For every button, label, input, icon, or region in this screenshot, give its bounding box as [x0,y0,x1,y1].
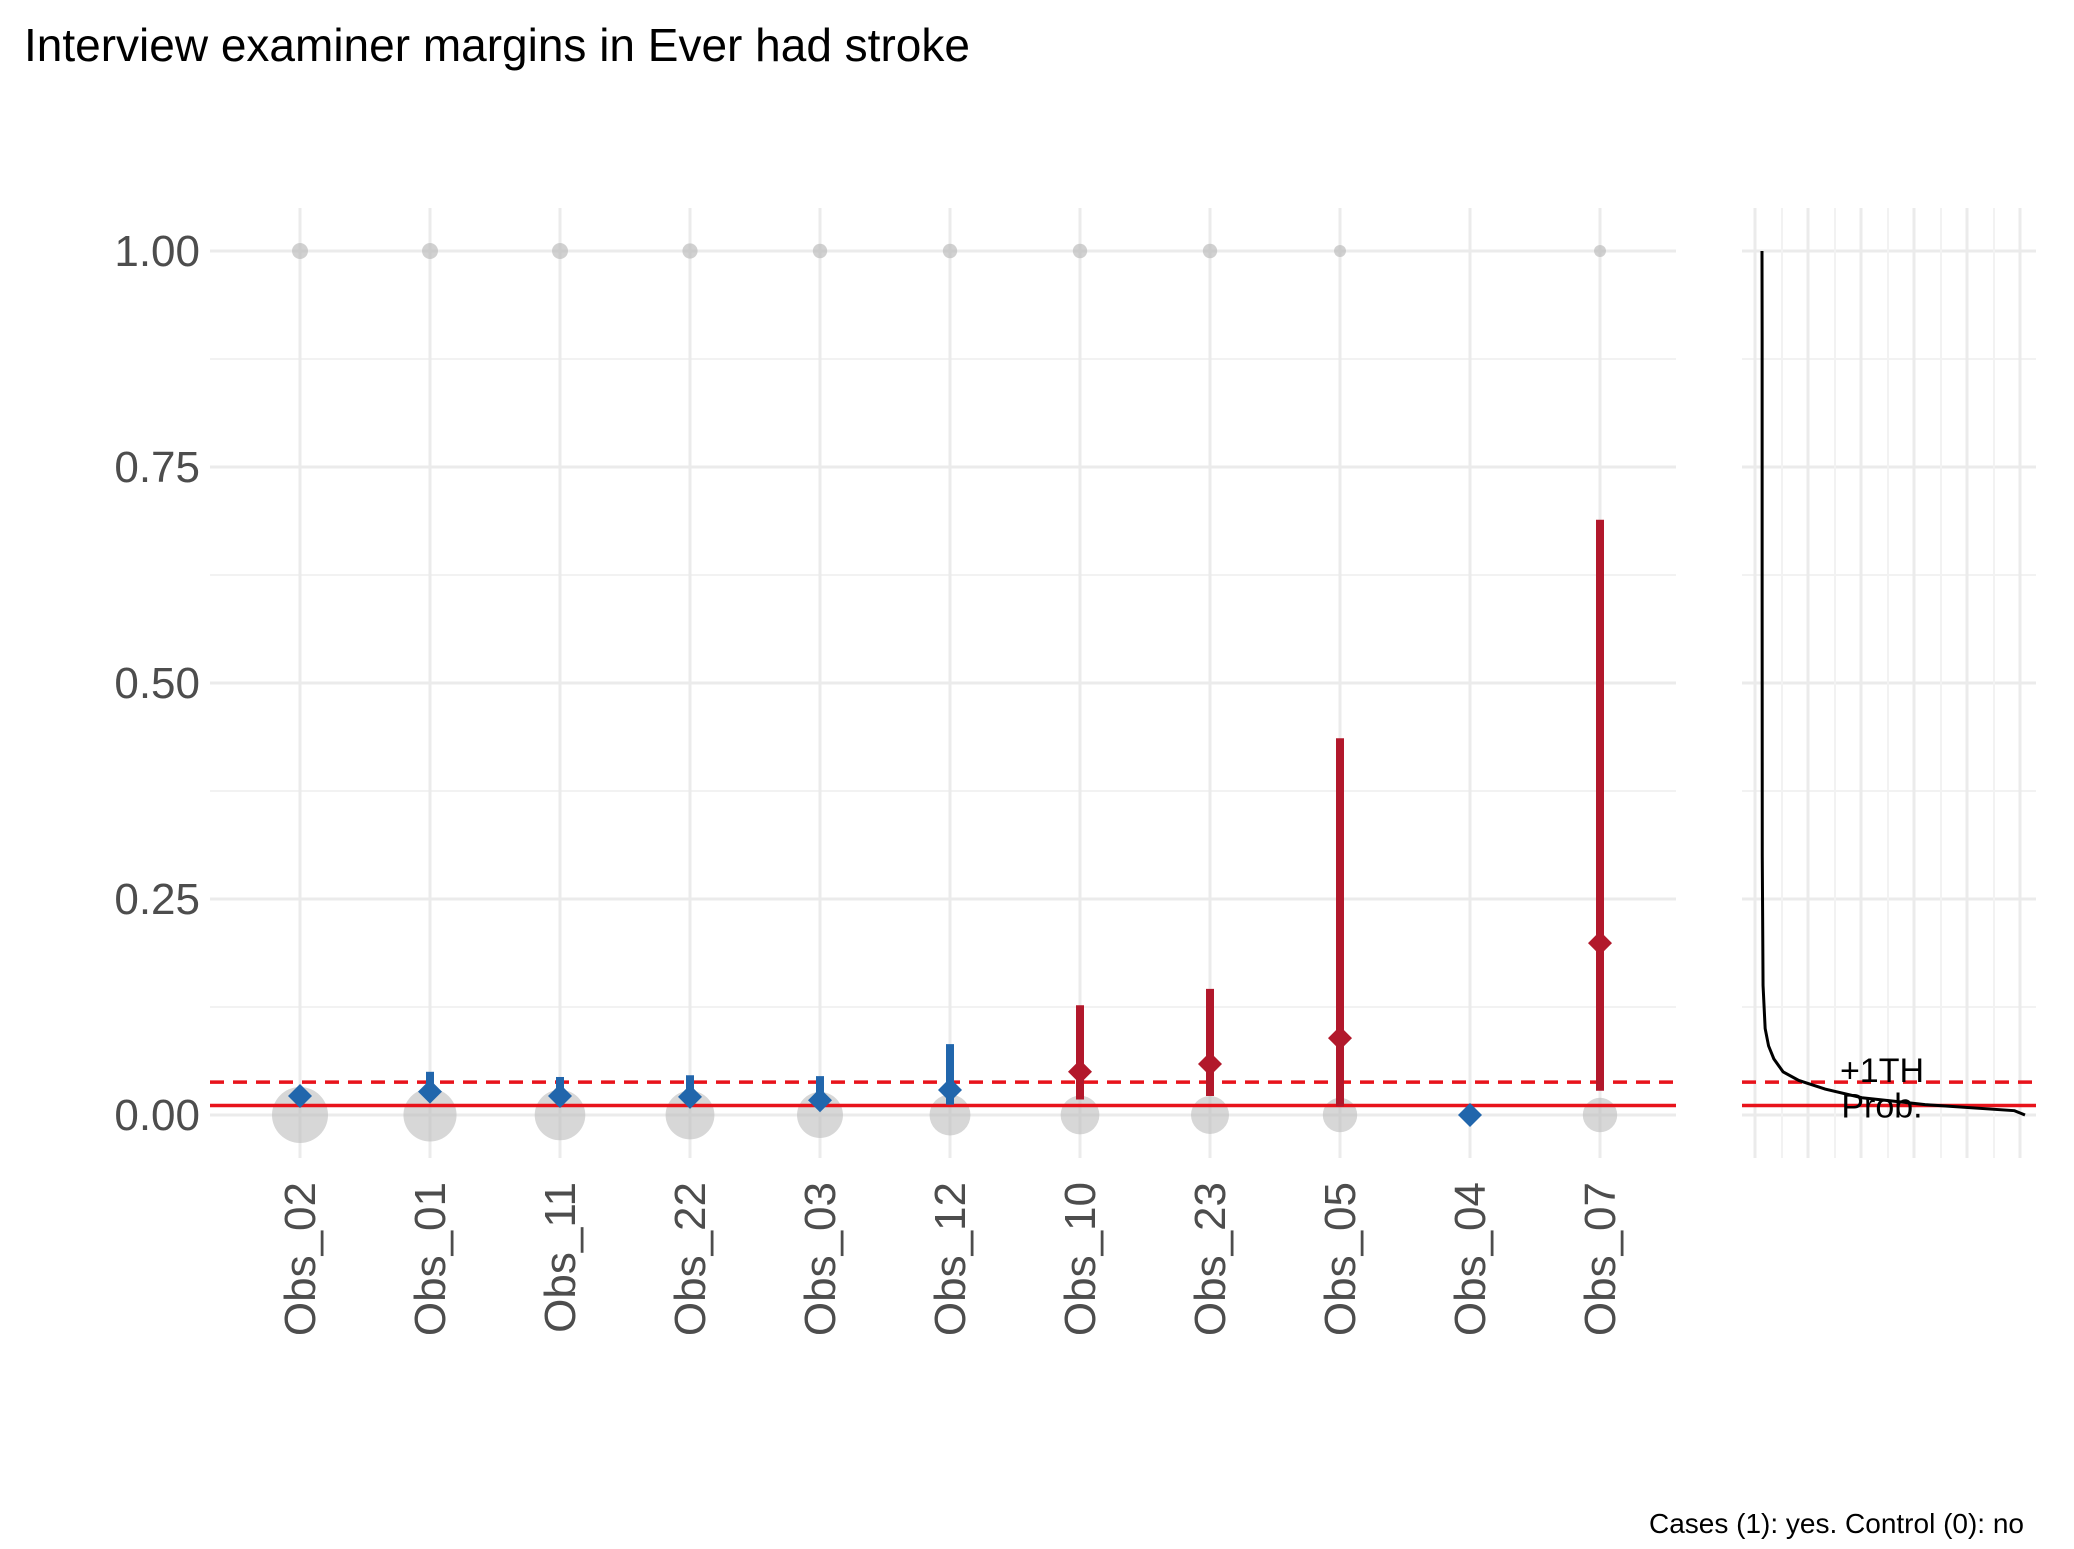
x-tick-label: Obs_23 [1186,1182,1235,1336]
estimate-point [1068,1059,1092,1084]
observed-zero-point [534,1089,586,1141]
y-tick-label: 1.00 [114,227,200,276]
observed-one-point [1334,245,1346,257]
y-axis: 0.00 0.25 0.50 0.75 1.00 [114,227,200,1140]
y-tick-label: 0.00 [114,1091,200,1140]
reference-label: Prob. [1841,1087,1922,1125]
observed-one-point [1072,243,1088,259]
estimate-point [938,1077,962,1102]
estimate-point [1588,931,1612,956]
observed-zero-point [1582,1097,1618,1133]
x-tick-label: Obs_01 [406,1182,455,1336]
estimate-markers [288,931,1612,1127]
observed-zero-point [665,1090,715,1140]
observed-one-point [812,243,828,259]
x-tick-label: Obs_11 [536,1182,585,1333]
estimate-point [1328,1026,1352,1051]
x-tick-label: Obs_04 [1446,1182,1495,1336]
estimate-point [548,1083,572,1108]
x-tick-label: Obs_05 [1316,1182,1365,1336]
x-axis: Obs_02 Obs_01 Obs_11 Obs_22 Obs_03 Obs_12 Obs_… [276,1182,1625,1336]
estimate-point [678,1084,702,1109]
main-panel-grid [210,208,1676,1158]
x-tick-label: Obs_10 [1056,1182,1105,1336]
estimate-point [1458,1103,1482,1127]
observed-zero-point [1191,1096,1229,1134]
density-curve [1760,250,2026,1117]
observed-zero-point [272,1087,328,1143]
x-tick-label: Obs_12 [926,1182,975,1336]
x-tick-label: Obs_03 [796,1182,845,1336]
x-tick-label: Obs_22 [666,1182,715,1336]
chart-caption: Cases (1): yes. Control (0): no [1648,1508,2024,1539]
observed-zero-point [797,1092,843,1138]
estimate-point [808,1088,832,1113]
y-tick-label: 0.25 [114,875,200,924]
observed-one-point [1202,243,1218,259]
observed-one-point [682,243,698,259]
estimate-point [1198,1052,1222,1077]
observed-one-point [292,243,308,259]
observed-one-point [552,243,568,259]
estimate-point [418,1079,442,1104]
density-panel-grid [1742,208,2036,1158]
chart-title: Interview examiner margins in Ever had s… [24,19,970,71]
reference-lines [210,1080,2036,1108]
reference-label: +1TH [1840,1052,1924,1090]
observed-zero-point [403,1088,457,1142]
y-tick-label: 0.75 [114,443,200,492]
observed-one-point [1594,245,1606,257]
estimate-point [288,1083,312,1108]
observed-zero-point [1060,1095,1100,1135]
observed-one-point [422,243,438,259]
observed-one-point [942,243,958,259]
density-panel: Prob.+1TH [1760,250,2026,1125]
x-tick-label: Obs_02 [276,1182,325,1336]
y-tick-label: 0.50 [114,659,200,708]
x-tick-label: Obs_07 [1576,1182,1625,1336]
